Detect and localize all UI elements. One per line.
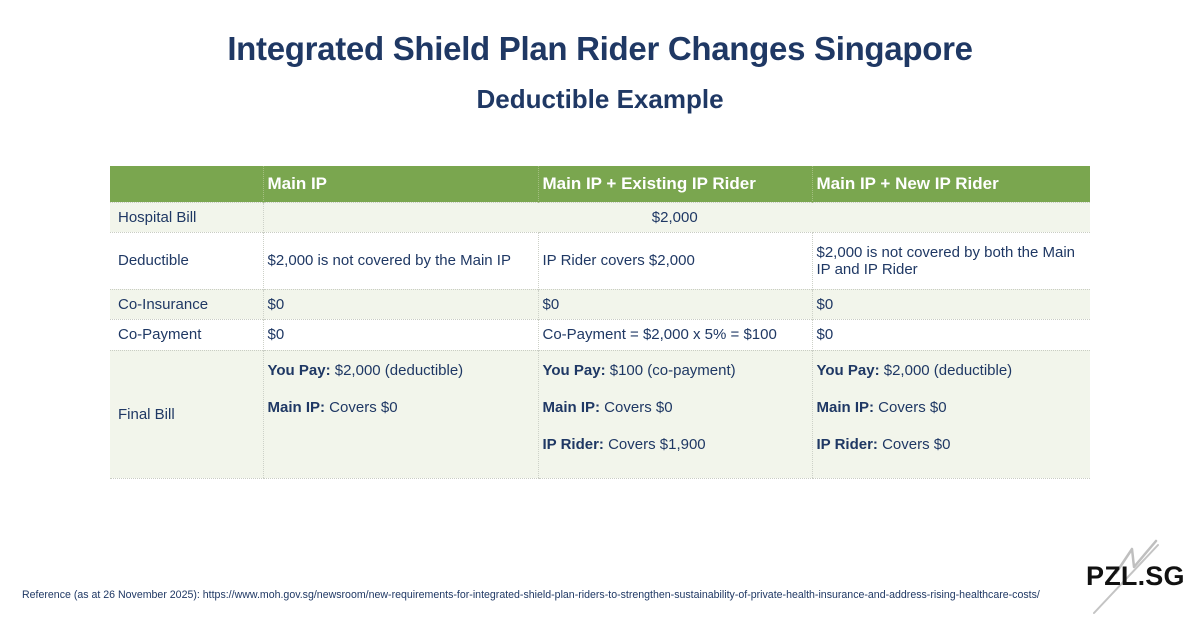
cell-deductible-main-ip: $2,000 is not covered by the Main IP: [262, 231, 538, 289]
final-bill-line-text: $100 (co-payment): [605, 361, 736, 379]
cell-co-payment-existing-rider: Co-Payment = $2,000 x 5% = $100: [537, 318, 812, 350]
page-title: Integrated Shield Plan Rider Changes Sin…: [227, 30, 973, 67]
table-row-final-bill: Final Bill You Pay: $2,000 (deductible) …: [110, 349, 1090, 479]
cell-final-bill-existing-rider: You Pay: $100 (co-payment) Main IP: Cove…: [537, 349, 812, 479]
header-main-ip-existing-rider: Main IP + Existing IP Rider: [537, 166, 812, 202]
final-bill-line: Main IP: Covers $0: [543, 400, 804, 415]
final-bill-line-label: You Pay:: [267, 361, 331, 379]
cell-co-payment-new-rider: $0: [811, 318, 1090, 350]
row-label-deductible: Deductible: [110, 231, 263, 289]
cell-deductible-new-rider: $2,000 is not covered by both the Main I…: [811, 231, 1090, 289]
header-main-ip-new-rider: Main IP + New IP Rider: [811, 166, 1090, 202]
row-label-hospital-bill: Hospital Bill: [110, 201, 263, 232]
final-bill-line: Main IP: Covers $0: [817, 400, 1083, 415]
final-bill-line: IP Rider: Covers $0: [817, 437, 1083, 452]
row-label-final-bill: Final Bill: [110, 349, 263, 479]
final-bill-line-label: You Pay:: [816, 361, 880, 379]
brand-logo-text: PZL.SG: [1086, 561, 1185, 591]
table-row-co-insurance: Co-Insurance $0 $0 $0: [110, 288, 1090, 319]
final-bill-line-label: You Pay:: [542, 361, 606, 379]
brand-logo: PZL.SG: [1082, 537, 1185, 617]
final-bill-line-text: Covers $0: [600, 398, 673, 416]
table-header-row: Main IP Main IP + Existing IP Rider Main…: [110, 166, 1090, 202]
cell-co-payment-main-ip: $0: [262, 318, 538, 350]
reference-text: Reference (as at 26 November 2025): http…: [22, 589, 1040, 601]
cell-co-insurance-main-ip: $0: [262, 288, 538, 319]
final-bill-line-label: IP Rider:: [816, 435, 878, 453]
cell-final-bill-new-rider: You Pay: $2,000 (deductible) Main IP: Co…: [811, 349, 1090, 479]
cell-hospital-bill-amount: $2,000: [262, 201, 1090, 232]
final-bill-line: You Pay: $100 (co-payment): [543, 363, 804, 378]
header-blank: [110, 166, 263, 202]
table-row-deductible: Deductible $2,000 is not covered by the …: [110, 231, 1090, 289]
final-bill-line: Main IP: Covers $0: [268, 400, 530, 415]
row-label-co-insurance: Co-Insurance: [110, 288, 263, 319]
cell-final-bill-main-ip: You Pay: $2,000 (deductible) Main IP: Co…: [262, 349, 538, 479]
header-main-ip: Main IP: [262, 166, 538, 202]
final-bill-line-label: Main IP:: [267, 398, 326, 416]
pencil-signature-icon: [1093, 539, 1159, 614]
final-bill-line: You Pay: $2,000 (deductible): [268, 363, 530, 378]
final-bill-line-text: $2,000 (deductible): [330, 361, 464, 379]
cell-deductible-existing-rider: IP Rider covers $2,000: [537, 231, 812, 289]
final-bill-line-label: Main IP:: [542, 398, 601, 416]
final-bill-line-text: Covers $0: [877, 435, 951, 453]
comparison-table-wrap: Main IP Main IP + Existing IP Rider Main…: [110, 166, 1090, 479]
cell-co-insurance-existing-rider: $0: [537, 288, 812, 319]
row-label-co-payment: Co-Payment: [110, 318, 263, 350]
final-bill-line-label: IP Rider:: [542, 435, 604, 453]
final-bill-line: IP Rider: Covers $1,900: [543, 437, 804, 452]
final-bill-line-text: Covers $0: [874, 398, 947, 416]
final-bill-line-text: Covers $1,900: [603, 435, 706, 453]
final-bill-line-label: Main IP:: [816, 398, 875, 416]
page-subtitle: Deductible Example: [476, 84, 724, 114]
comparison-table: Main IP Main IP + Existing IP Rider Main…: [110, 166, 1090, 479]
table-row-hospital-bill: Hospital Bill $2,000: [110, 201, 1090, 232]
table-row-co-payment: Co-Payment $0 Co-Payment = $2,000 x 5% =…: [110, 318, 1090, 350]
final-bill-line: You Pay: $2,000 (deductible): [817, 363, 1083, 378]
final-bill-line-text: $2,000 (deductible): [879, 361, 1013, 379]
cell-co-insurance-new-rider: $0: [811, 288, 1090, 319]
final-bill-line-text: Covers $0: [325, 398, 398, 416]
